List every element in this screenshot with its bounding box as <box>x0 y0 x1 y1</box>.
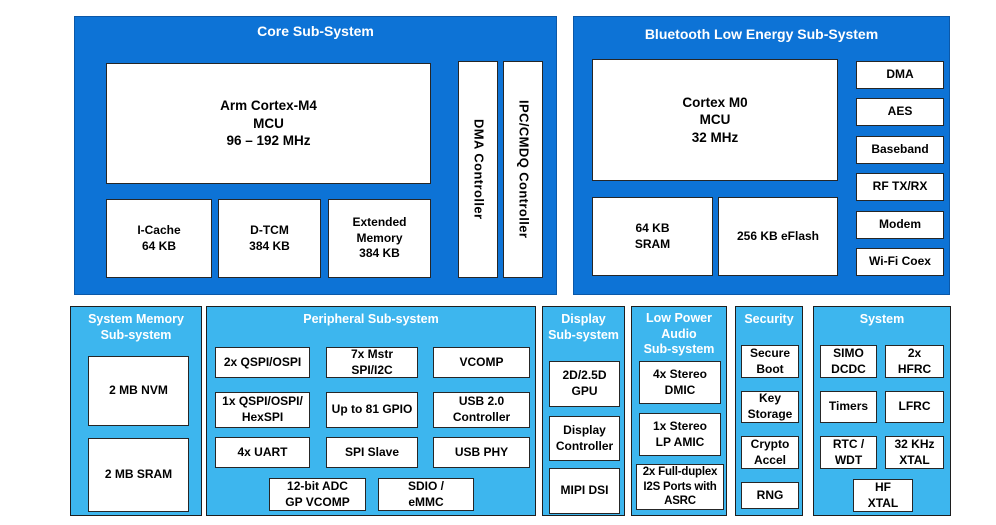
security-title: Security <box>744 312 794 326</box>
ble-subsystem-panel: Bluetooth Low Energy Sub-System Cortex M… <box>573 16 950 295</box>
audio-title: Low Power Audio Sub-system <box>643 311 715 356</box>
block-wifi-coex: Wi-Fi Coex <box>856 248 944 276</box>
block-lfrc: LFRC <box>885 391 944 423</box>
block-4x-uart: 4x UART <box>215 437 310 468</box>
system-title: System <box>859 312 905 326</box>
block-baseband: Baseband <box>856 136 944 164</box>
system-memory-title: System Memory Sub-system <box>88 312 184 342</box>
system-panel: System SIMO DCDC 2x HFRC Timers LFRC RTC… <box>813 306 951 516</box>
block-i-cache: I-Cache 64 KB <box>106 199 212 278</box>
block-d-tcm: D-TCM 384 KB <box>218 199 321 278</box>
block-usb2-controller: USB 2.0 Controller <box>433 392 530 428</box>
block-rf-tx-rx: RF TX/RX <box>856 173 944 201</box>
block-dma: DMA <box>856 61 944 89</box>
block-arm-cortex-m4: Arm Cortex-M4 MCU 96 – 192 MHz <box>106 63 431 184</box>
block-aes: AES <box>856 98 944 126</box>
system-memory-panel: System Memory Sub-system 2 MB NVM 2 MB S… <box>70 306 202 516</box>
display-title: Display Sub-system <box>548 312 619 342</box>
block-crypto-accel: Crypto Accel <box>741 436 799 469</box>
block-rng: RNG <box>741 482 799 509</box>
block-2mb-sram: 2 MB SRAM <box>88 438 189 512</box>
block-timers: Timers <box>820 391 877 423</box>
block-extended-memory: Extended Memory 384 KB <box>328 199 431 278</box>
block-2d-gpu: 2D/2.5D GPU <box>549 361 620 407</box>
block-2x-qspi-ospi: 2x QSPI/OSPI <box>215 347 310 378</box>
block-12bit-adc-gp-vcomp: 12-bit ADC GP VCOMP <box>269 478 366 511</box>
ble-subsystem-title: Bluetooth Low Energy Sub-System <box>644 26 879 42</box>
block-usb-phy: USB PHY <box>433 437 530 468</box>
block-vcomp: VCOMP <box>433 347 530 378</box>
block-secure-boot: Secure Boot <box>741 345 799 378</box>
core-subsystem-title: Core Sub-System <box>257 23 374 39</box>
audio-panel: Low Power Audio Sub-system 4x Stereo DMI… <box>631 306 727 516</box>
block-cortex-m0: Cortex M0 MCU 32 MHz <box>592 59 838 181</box>
block-dma-controller: DMA Controller <box>458 61 498 278</box>
block-2x-hfrc: 2x HFRC <box>885 345 944 378</box>
block-up-to-81-gpio: Up to 81 GPIO <box>326 392 418 428</box>
block-mipi-dsi: MIPI DSI <box>549 468 620 514</box>
block-hf-xtal: HF XTAL <box>853 479 913 512</box>
block-i2s-asrc: 2x Full-duplex I2S Ports with ASRC <box>636 464 724 510</box>
block-display-controller: Display Controller <box>549 416 620 461</box>
block-simo-dcdc: SIMO DCDC <box>820 345 877 378</box>
block-key-storage: Key Storage <box>741 391 799 423</box>
peripheral-panel: Peripheral Sub-system 2x QSPI/OSPI 7x Ms… <box>206 306 536 516</box>
block-2mb-nvm: 2 MB NVM <box>88 356 189 426</box>
core-subsystem-panel: Core Sub-System Arm Cortex-M4 MCU 96 – 1… <box>74 16 557 295</box>
security-panel: Security Secure Boot Key Storage Crypto … <box>735 306 803 516</box>
block-modem: Modem <box>856 211 944 239</box>
block-ipc-cmdq-controller: IPC/CMDQ Controller <box>503 61 543 278</box>
block-7x-mstr-spi-i2c: 7x Mstr SPI/I2C <box>326 347 418 378</box>
block-1x-qspi-ospi-hexspi: 1x QSPI/OSPI/ HexSPI <box>215 392 310 428</box>
block-64kb-sram: 64 KB SRAM <box>592 197 713 276</box>
block-4x-stereo-dmic: 4x Stereo DMIC <box>639 361 721 404</box>
block-32khz-xtal: 32 KHz XTAL <box>885 436 944 469</box>
block-rtc-wdt: RTC / WDT <box>820 436 877 469</box>
block-256kb-eflash: 256 KB eFlash <box>718 197 838 276</box>
block-spi-slave: SPI Slave <box>326 437 418 468</box>
block-1x-stereo-lp-amic: 1x Stereo LP AMIC <box>639 413 721 456</box>
block-sdio-emmc: SDIO / eMMC <box>378 478 474 511</box>
peripheral-title: Peripheral Sub-system <box>303 312 439 326</box>
display-panel: Display Sub-system 2D/2.5D GPU Display C… <box>542 306 625 516</box>
